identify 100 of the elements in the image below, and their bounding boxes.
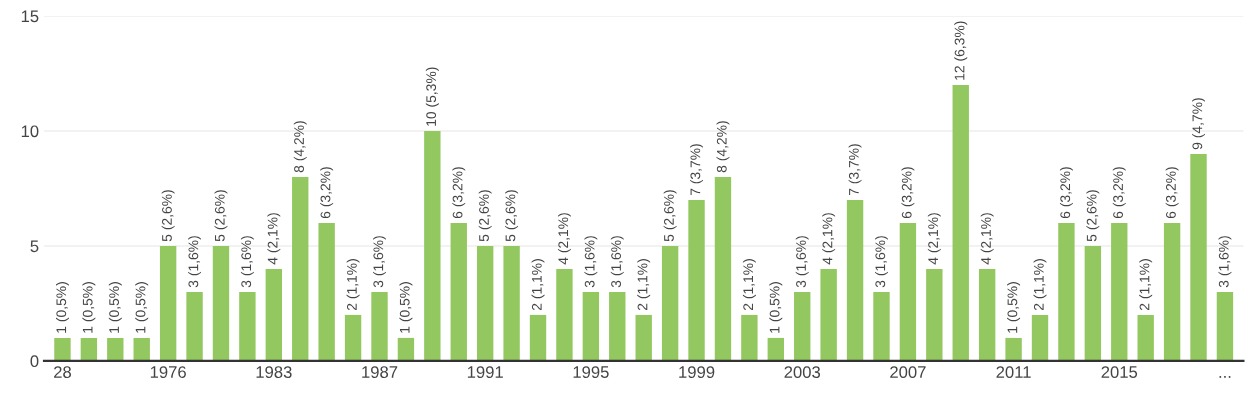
bar: [371, 291, 388, 361]
data-label: 1 (0,5%): [135, 282, 149, 333]
data-label: 2 (1,1%): [637, 259, 651, 311]
bar: [609, 291, 626, 361]
x-tick-label: 2003: [784, 366, 821, 378]
x-tick-label: 1999: [679, 366, 715, 378]
data-label: 5 (2,6%): [161, 190, 175, 242]
data-label: 2 (1,1%): [346, 259, 360, 311]
bar: [820, 268, 837, 361]
bar: [80, 337, 98, 361]
bar: [265, 268, 283, 361]
bar: [54, 337, 71, 361]
bar: [529, 314, 547, 361]
bar: [1190, 153, 1207, 361]
x-tick-label: 1987: [362, 366, 398, 378]
bar: [450, 222, 467, 361]
data-label: 9 (4,7%): [1192, 98, 1205, 150]
bar: [1137, 314, 1154, 361]
bar: [1058, 222, 1075, 361]
data-label: 6 (3,2%): [320, 167, 334, 219]
data-label: 3 (1,6%): [240, 236, 254, 288]
bar: [1084, 245, 1102, 361]
bar: [1163, 222, 1181, 361]
y-tick-label: 10: [21, 125, 39, 138]
data-label: 6 (3,2%): [1112, 167, 1126, 219]
data-label: 5 (2,6%): [214, 190, 228, 242]
bar: [344, 314, 362, 361]
data-label: 3 (1,6%): [795, 236, 809, 288]
bar: [978, 268, 996, 361]
data-label: 8 (4,2%): [716, 121, 730, 173]
bar: [661, 245, 679, 361]
bar: [186, 291, 203, 361]
data-label: 8 (4,2%): [293, 121, 307, 173]
x-tick-label: ...: [1219, 376, 1231, 378]
bar: [212, 245, 230, 361]
data-label: 1 (0,5%): [769, 282, 783, 333]
bar: [1031, 314, 1049, 361]
data-label: 4 (2,1%): [267, 213, 281, 265]
bar: [926, 268, 943, 361]
x-tick-label: 2015: [1101, 366, 1138, 378]
bar: [741, 314, 758, 361]
data-label: 10 (5,3%): [425, 67, 439, 126]
y-tick-label: 15: [21, 10, 39, 23]
bar: [318, 222, 335, 361]
data-label: 1 (0,5%): [55, 282, 69, 333]
data-label: 4 (2,1%): [980, 213, 994, 265]
data-label: 6 (3,2%): [1059, 167, 1073, 219]
bar: [159, 245, 177, 361]
bar: [582, 291, 600, 361]
x-tick-label: 28: [54, 366, 71, 378]
x-tick-label: 1991: [467, 366, 503, 378]
bar: [688, 199, 705, 361]
bar: [714, 176, 732, 361]
bar: [952, 85, 969, 361]
bar: [873, 291, 890, 361]
bar: [1111, 222, 1128, 361]
data-label: 2 (1,1%): [1033, 259, 1047, 311]
bar: [556, 268, 573, 361]
data-label: 2 (1,1%): [742, 259, 756, 311]
data-label: 3 (1,6%): [610, 236, 624, 288]
data-label: 1 (0,5%): [82, 282, 96, 333]
bar: [1005, 337, 1022, 361]
bar: [846, 199, 864, 361]
x-tick-label: 1983: [256, 366, 292, 378]
bar: [476, 245, 494, 361]
data-label: 4 (2,1%): [822, 213, 836, 265]
bar: [1216, 291, 1234, 361]
data-label: 4 (2,1%): [927, 213, 941, 265]
data-label: 1 (0,5%): [1007, 282, 1021, 333]
data-label: 6 (3,2%): [1165, 167, 1179, 219]
x-tick-label: 1995: [573, 366, 609, 378]
data-label: 12 (6,3%): [954, 21, 968, 80]
data-label: 4 (2,1%): [557, 213, 571, 265]
y-tick-label: 0: [30, 355, 39, 368]
bar: [133, 337, 150, 361]
data-label: 7 (3,7%): [690, 144, 704, 196]
bar: [424, 130, 441, 361]
bar: [635, 314, 652, 361]
x-tick-label: 2007: [890, 366, 926, 378]
bar: [503, 245, 520, 361]
bar: [397, 337, 415, 361]
data-label: 5 (2,6%): [505, 190, 519, 242]
bar: [767, 337, 784, 361]
bar: [794, 291, 811, 361]
data-label: 5 (2,6%): [663, 190, 677, 242]
data-label: 5 (2,6%): [478, 190, 492, 242]
bar: [107, 337, 124, 361]
bar: [239, 291, 256, 361]
data-label: 3 (1,6%): [584, 236, 598, 288]
data-label: 7 (3,7%): [848, 144, 862, 196]
x-tick-label: 1976: [150, 366, 186, 378]
y-tick-label: 5: [30, 240, 39, 253]
x-tick-label: 2011: [996, 366, 1031, 378]
data-label: 3 (1,6%): [373, 236, 386, 288]
data-label: 3 (1,6%): [188, 236, 202, 288]
data-label: 3 (1,6%): [875, 236, 888, 288]
data-label: 5 (2,6%): [1086, 190, 1100, 242]
data-label: 2 (1,1%): [1139, 259, 1153, 311]
data-label: 6 (3,2%): [452, 167, 466, 219]
bar: [899, 222, 917, 361]
